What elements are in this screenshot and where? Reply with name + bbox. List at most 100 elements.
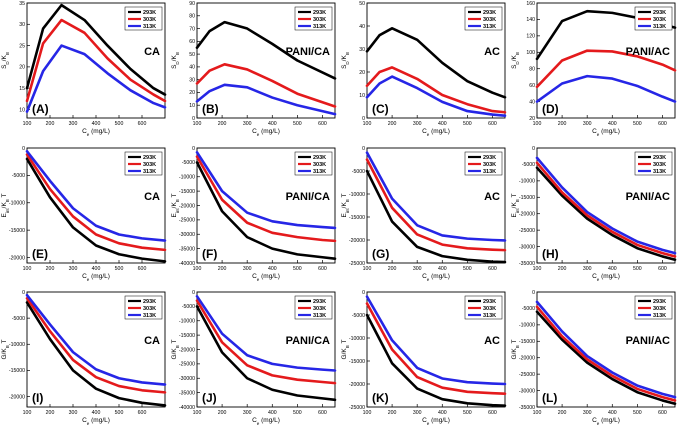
- legend-label: 313K: [653, 313, 666, 319]
- plot-frame: [536, 147, 676, 264]
- chart-panel: 100 200 300 400 500 600 0 -5000 -10000 -15000 -200…: [511, 290, 677, 426]
- y-tick-label: -10000: [349, 192, 365, 198]
- plot-frame: [366, 291, 506, 408]
- x-tick-label: 100: [533, 410, 542, 416]
- x-tick-label: 500: [115, 121, 124, 127]
- y-tick-label: -15000: [9, 368, 25, 374]
- material-label: PANI/AC: [626, 335, 670, 347]
- y-tick-label: -20000: [9, 255, 25, 261]
- y-tick-label: -25000: [349, 405, 365, 411]
- x-tick-label: 500: [463, 410, 472, 416]
- x-tick-label: 300: [69, 410, 78, 416]
- y-tick-label: -15000: [179, 333, 195, 339]
- x-tick-label: 400: [438, 410, 447, 416]
- chart-panel: 100 200 300 400 500 600 0 -5000 -10000 -15000 -200…: [341, 290, 507, 426]
- legend-label: 313K: [653, 24, 666, 30]
- y-tick-label: -25000: [519, 372, 535, 378]
- y-tick-label: -30000: [519, 388, 535, 394]
- y-tick-label: -10000: [9, 201, 25, 207]
- x-axis-title: Ce (mg/L): [252, 273, 280, 282]
- x-tick-label: 600: [318, 266, 327, 272]
- y-tick-label: -25000: [519, 228, 535, 234]
- panel-tag: (K): [372, 391, 389, 405]
- y-tick-label: 40: [189, 65, 195, 71]
- y-tick-label: -10000: [519, 323, 535, 329]
- y-tick-label: 0: [192, 146, 195, 152]
- y-tick-label: -35000: [179, 390, 195, 396]
- chart-panel: 100 200 300 400 500 600 10 15 20 25 30 35 293K303K31…: [1, 1, 167, 137]
- y-tick-label: 0: [22, 290, 25, 296]
- material-label: PANI/AC: [626, 191, 670, 203]
- y-tick-label: -5000: [182, 160, 195, 166]
- y-tick-label: -25000: [179, 362, 195, 368]
- x-tick-label: 100: [363, 266, 372, 272]
- y-tick-label: -10000: [519, 179, 535, 185]
- x-tick-label: 600: [658, 410, 667, 416]
- y-tick-label: 100: [526, 50, 535, 56]
- x-axis-title: Ce (mg/L): [592, 273, 620, 282]
- y-tick-label: 50: [359, 1, 365, 7]
- x-tick-label: 300: [69, 266, 78, 272]
- chart-panel: 100 200 300 400 500 600 0 10 20 30 40 50 293K303K313…: [341, 1, 507, 137]
- series-line-303K: [535, 49, 677, 89]
- y-tick-label: 10: [189, 103, 195, 109]
- legend-label: 303K: [483, 162, 496, 168]
- y-tick-label: 60: [189, 39, 195, 45]
- y-tick-label: 40: [359, 24, 365, 30]
- x-tick-label: 100: [23, 410, 32, 416]
- y-axis-title: Eint/KB T: [341, 193, 350, 217]
- series-line-303K: [195, 63, 337, 108]
- legend-label: 293K: [483, 10, 496, 16]
- y-axis-title: SD/KB: [1, 52, 10, 69]
- legend-label: 303K: [653, 162, 666, 168]
- panel-tag: (C): [372, 102, 389, 116]
- x-tick-label: 300: [69, 121, 78, 127]
- x-tick-label: 400: [268, 266, 277, 272]
- x-tick-label: 100: [23, 121, 32, 127]
- x-axis-title: Ce (mg/L): [592, 128, 620, 137]
- x-tick-label: 100: [23, 266, 32, 272]
- series-line-303K: [365, 66, 507, 114]
- x-axis-title: Ce (mg/L): [422, 128, 450, 137]
- panel-tag: (F): [202, 247, 217, 261]
- legend-label: 303K: [483, 17, 496, 23]
- series-line-303K: [25, 296, 167, 394]
- y-tick-label: 25: [19, 43, 25, 49]
- legend-label: 313K: [313, 24, 326, 30]
- y-tick-label: -10000: [349, 336, 365, 342]
- y-tick-label: 60: [529, 83, 535, 89]
- legend-label: 293K: [313, 155, 326, 161]
- panel-tag: (B): [202, 102, 219, 116]
- series-line-293K: [535, 166, 677, 262]
- y-tick-label: -40000: [179, 405, 195, 411]
- y-tick-label: -20000: [9, 394, 25, 400]
- y-tick-label: -30000: [179, 232, 195, 238]
- series-line-313K: [365, 295, 507, 386]
- y-tick-label: -25000: [179, 218, 195, 224]
- x-tick-label: 100: [193, 121, 202, 127]
- series-line-313K: [195, 295, 337, 372]
- panel-tag: (I): [32, 391, 43, 405]
- series-line-303K: [195, 299, 337, 385]
- x-tick-label: 200: [46, 266, 55, 272]
- x-tick-label: 100: [533, 266, 542, 272]
- chart-panel: 100 200 300 400 500 600 0 -5000 -10000 -15000 -200…: [341, 146, 507, 282]
- series-line-313K: [25, 293, 167, 386]
- y-axis-title: G/KB T: [171, 340, 180, 360]
- panel-tag: (D): [542, 102, 559, 116]
- panel-tag: (G): [372, 247, 389, 261]
- material-label: PANI/CA: [286, 191, 330, 203]
- series-line-293K: [195, 305, 337, 402]
- material-label: CA: [144, 335, 160, 347]
- series-line-313K: [535, 156, 677, 255]
- y-axis-title: Eint/KB T: [171, 193, 180, 217]
- x-tick-label: 600: [138, 410, 147, 416]
- legend-label: 313K: [313, 169, 326, 175]
- x-axis-title: Ce (mg/L): [422, 273, 450, 282]
- x-tick-label: 300: [243, 266, 252, 272]
